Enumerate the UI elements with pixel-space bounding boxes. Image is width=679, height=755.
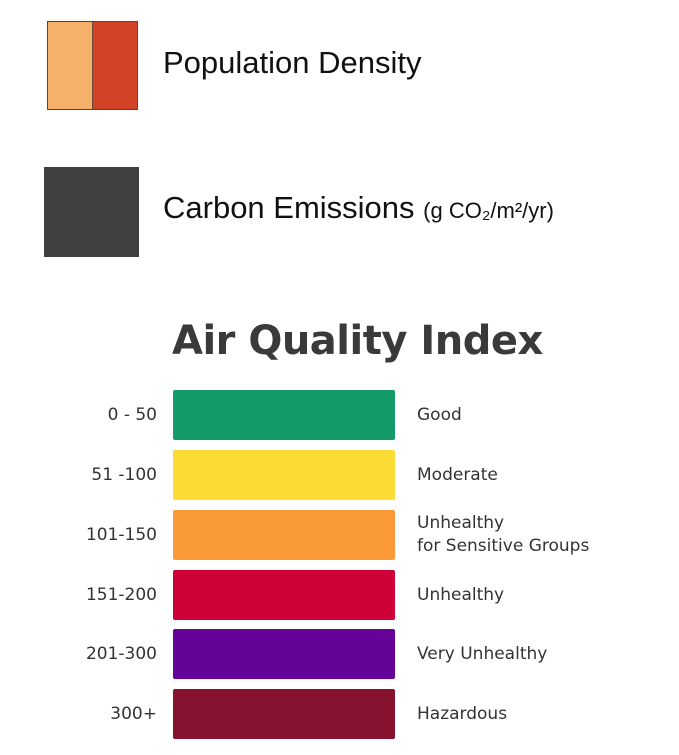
aqi-level-text: Unhealthy	[417, 584, 505, 605]
aqi-range-label: 201-300	[85, 644, 157, 664]
carbon-emissions-label-text: Carbon Emissions	[163, 190, 415, 225]
aqi-range-label: 151-200	[85, 585, 157, 605]
aqi-color-bar	[173, 629, 395, 679]
aqi-level-label: Unhealthy	[417, 570, 504, 620]
aqi-color-bar	[173, 570, 395, 620]
aqi-color-bar	[173, 689, 395, 739]
aqi-level-text: Unhealthy	[417, 513, 505, 533]
aqi-range-label: 0 - 50	[107, 405, 157, 425]
carbon-emissions-unit: (g CO₂/m²/yr)	[423, 198, 554, 223]
aqi-level-label: Good	[417, 390, 462, 440]
aqi-level-text: Very Unhealthy	[417, 643, 548, 664]
aqi-row: 0 - 50 Good	[0, 390, 679, 440]
aqi-range-label: 300+	[110, 704, 157, 724]
aqi-level-text: Moderate	[417, 464, 498, 485]
aqi-row: 300+ Hazardous	[0, 689, 679, 739]
aqi-level-label: Unhealthy for Sensitive Groups	[417, 510, 589, 560]
aqi-level-text: Good	[417, 404, 462, 425]
aqi-row: 151-200 Unhealthy	[0, 570, 679, 620]
population-density-high-swatch	[93, 22, 137, 109]
carbon-emissions-label: Carbon Emissions (g CO₂/m²/yr)	[163, 190, 554, 226]
aqi-color-bar	[173, 510, 395, 560]
aqi-level-label: Hazardous	[417, 689, 507, 739]
aqi-color-bar	[173, 390, 395, 440]
aqi-color-bar	[173, 450, 395, 500]
population-density-label: Population Density	[163, 45, 422, 81]
aqi-row: 101-150 Unhealthy for Sensitive Groups	[0, 510, 679, 560]
carbon-emissions-swatch	[44, 167, 139, 257]
population-density-label-text: Population Density	[163, 45, 422, 80]
aqi-range-label: 101-150	[85, 525, 157, 545]
aqi-range-label: 51 -100	[91, 465, 157, 485]
aqi-level-label: Moderate	[417, 450, 498, 500]
aqi-row: 51 -100 Moderate	[0, 450, 679, 500]
population-density-low-swatch	[48, 22, 93, 109]
aqi-level-text: Hazardous	[417, 703, 508, 724]
aqi-level-text-line2: for Sensitive Groups	[417, 536, 590, 556]
aqi-title: Air Quality Index	[172, 318, 543, 364]
aqi-row: 201-300 Very Unhealthy	[0, 629, 679, 679]
aqi-level-label: Very Unhealthy	[417, 629, 547, 679]
population-density-swatch	[47, 21, 138, 110]
